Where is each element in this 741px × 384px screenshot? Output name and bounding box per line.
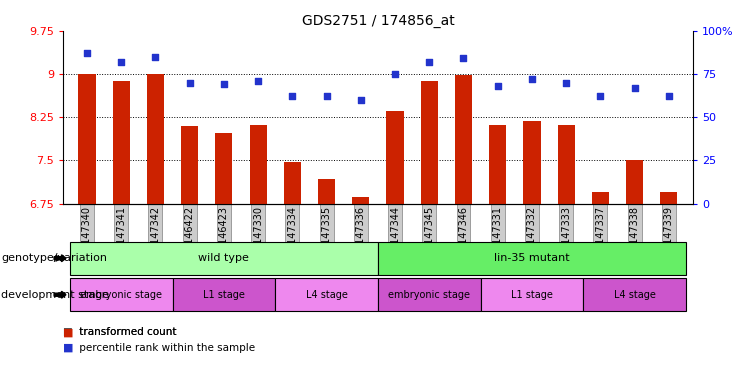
Bar bbox=[79, 74, 96, 204]
Bar bbox=[352, 197, 369, 204]
Point bbox=[423, 59, 435, 65]
Bar bbox=[173, 278, 275, 311]
Point bbox=[287, 93, 299, 99]
Point bbox=[150, 53, 162, 60]
Bar bbox=[378, 242, 686, 275]
Point bbox=[663, 93, 675, 99]
Bar bbox=[523, 121, 540, 204]
Text: L4 stage: L4 stage bbox=[305, 290, 348, 300]
Bar bbox=[455, 75, 472, 204]
Bar bbox=[660, 192, 677, 204]
Bar bbox=[583, 278, 686, 311]
Bar bbox=[592, 192, 609, 204]
Point bbox=[492, 83, 504, 89]
Bar bbox=[113, 81, 130, 204]
Bar bbox=[421, 81, 438, 204]
Point bbox=[116, 59, 127, 65]
Point bbox=[252, 78, 264, 84]
Text: genotype/variation: genotype/variation bbox=[1, 253, 107, 263]
Point bbox=[218, 81, 230, 88]
Bar bbox=[558, 125, 575, 204]
Bar bbox=[70, 278, 173, 311]
Text: embryonic stage: embryonic stage bbox=[388, 290, 471, 300]
Text: embryonic stage: embryonic stage bbox=[80, 290, 162, 300]
Point bbox=[355, 97, 367, 103]
Point bbox=[526, 76, 538, 82]
Text: L1 stage: L1 stage bbox=[511, 290, 553, 300]
Point bbox=[321, 93, 333, 99]
Bar bbox=[70, 242, 378, 275]
Text: lin-35 mutant: lin-35 mutant bbox=[494, 253, 570, 263]
Bar bbox=[250, 125, 267, 204]
Title: GDS2751 / 174856_at: GDS2751 / 174856_at bbox=[302, 14, 454, 28]
Bar bbox=[378, 278, 481, 311]
Point bbox=[594, 93, 606, 99]
Point bbox=[81, 50, 93, 56]
Text: percentile rank within the sample: percentile rank within the sample bbox=[76, 343, 256, 353]
Bar bbox=[626, 161, 643, 204]
Point bbox=[457, 55, 469, 61]
Text: wild type: wild type bbox=[199, 253, 249, 263]
Point bbox=[389, 71, 401, 77]
Text: transformed count: transformed count bbox=[76, 327, 177, 337]
Text: L1 stage: L1 stage bbox=[203, 290, 245, 300]
Bar bbox=[387, 111, 404, 204]
Point bbox=[560, 79, 572, 86]
Bar bbox=[489, 125, 506, 204]
Text: L4 stage: L4 stage bbox=[614, 290, 656, 300]
Bar bbox=[181, 126, 198, 204]
Bar bbox=[318, 179, 335, 204]
Bar bbox=[481, 278, 583, 311]
Bar bbox=[216, 133, 233, 204]
Bar bbox=[284, 162, 301, 204]
Point bbox=[628, 84, 640, 91]
Point bbox=[184, 79, 196, 86]
Text: ■: ■ bbox=[63, 343, 73, 353]
Bar bbox=[275, 278, 378, 311]
Text: ■: ■ bbox=[63, 327, 73, 337]
Bar bbox=[147, 74, 164, 204]
Text: development stage: development stage bbox=[1, 290, 110, 300]
Text: ■  transformed count: ■ transformed count bbox=[63, 327, 176, 337]
